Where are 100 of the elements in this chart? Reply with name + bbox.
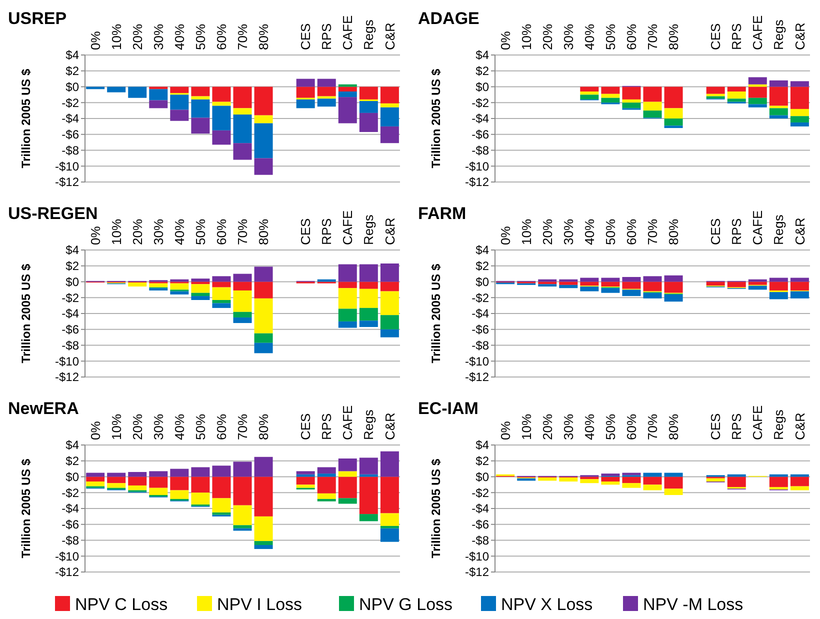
x-tick-label: CES <box>708 218 724 245</box>
x-tick-label: Regs <box>771 19 786 50</box>
y-tick-label: -$6 <box>472 518 490 532</box>
x-tick-label: 0% <box>498 226 513 245</box>
y-tick-label: -$10 <box>464 354 490 368</box>
y-tick-label: -$2 <box>62 96 80 110</box>
x-tick-label: 0% <box>498 30 513 50</box>
y-tick-label: -$12 <box>464 370 490 384</box>
x-tick-label: 30% <box>560 24 576 50</box>
x-tick-label: RPS <box>319 22 334 50</box>
y-tick-label: -$8 <box>472 338 490 352</box>
x-tick-label: 30% <box>150 414 166 440</box>
x-tick-label: CAFE <box>340 210 356 245</box>
x-tick-label: 70% <box>645 414 660 440</box>
x-tick-label: 0% <box>498 420 513 440</box>
x-tick-label: 40% <box>582 24 597 50</box>
y-tick-label: -$4 <box>472 502 490 516</box>
x-tick-label: 80% <box>666 24 682 50</box>
x-tick-label: 10% <box>518 414 534 440</box>
y-tick-label: -$6 <box>62 518 80 532</box>
y-tick-label: $2 <box>476 259 490 274</box>
y-tick-label: -$2 <box>62 486 80 500</box>
x-tick-label: 40% <box>582 218 597 245</box>
y-tick-label: -$4 <box>62 112 80 126</box>
x-tick-label: CAFE <box>340 405 356 440</box>
x-tick-label: 80% <box>666 218 682 245</box>
x-tick-label: CAFE <box>750 405 766 440</box>
y-tick-label: $2 <box>476 64 490 78</box>
y-axis-title: Trillion 2005 US $ <box>19 68 33 168</box>
y-axis-title: Trillion 2005 US $ <box>429 458 443 558</box>
y-tick-label: -$2 <box>62 290 80 305</box>
x-tick-label: 20% <box>130 24 145 50</box>
y-tick-label: -$2 <box>472 96 490 110</box>
y-tick-label: -$10 <box>54 159 80 174</box>
y-tick-label: $4 <box>66 48 80 62</box>
x-tick-label: 0% <box>88 420 103 440</box>
y-tick-label: -$4 <box>62 306 80 321</box>
x-tick-label: 30% <box>150 218 166 245</box>
y-tick-label: -$6 <box>472 128 490 142</box>
x-tick-label: 70% <box>645 24 660 50</box>
y-tick-label: $0 <box>476 274 490 289</box>
x-tick-label: CAFE <box>750 210 766 245</box>
x-tick-label: RPS <box>729 22 744 50</box>
y-tick-label: -$12 <box>54 565 80 580</box>
x-tick-label: 60% <box>624 24 640 50</box>
chart-title: EC-IAM <box>418 399 478 418</box>
x-tick-label: Regs <box>771 409 786 440</box>
x-tick-label: 60% <box>624 414 640 440</box>
x-tick-label: 30% <box>560 414 576 440</box>
y-tick-label: -$8 <box>62 143 80 158</box>
y-tick-label: $2 <box>66 64 80 78</box>
y-tick-label: -$10 <box>54 549 80 564</box>
x-tick-label: 30% <box>560 218 576 245</box>
x-tick-label: Regs <box>771 214 786 245</box>
x-tick-label: CES <box>298 412 314 440</box>
x-tick-label: 40% <box>172 414 187 440</box>
y-tick-label: -$10 <box>54 354 80 368</box>
y-tick-label: $4 <box>476 48 490 62</box>
chart-title: US-REGEN <box>8 204 98 223</box>
chart-title: FARM <box>418 204 466 223</box>
y-tick-label: $4 <box>476 438 490 452</box>
x-tick-label: CAFE <box>340 15 356 50</box>
y-axis-title: Trillion 2005 US $ <box>19 458 33 558</box>
x-tick-label: C&R <box>792 412 808 440</box>
x-tick-label: 50% <box>602 24 618 50</box>
x-tick-label: RPS <box>729 218 744 245</box>
x-tick-label: 70% <box>235 218 250 245</box>
y-tick-label: -$12 <box>54 370 80 384</box>
y-tick-label: -$10 <box>464 549 490 564</box>
x-tick-label: 20% <box>130 218 145 245</box>
y-tick-label: -$10 <box>464 159 490 174</box>
y-tick-label: -$4 <box>472 112 490 126</box>
x-tick-label: 10% <box>518 218 534 245</box>
x-tick-label: 40% <box>172 24 187 50</box>
x-tick-label: 10% <box>108 218 124 245</box>
x-tick-label: 20% <box>540 414 555 440</box>
y-tick-label: -$12 <box>464 565 490 580</box>
y-tick-label: $0 <box>66 274 80 289</box>
x-tick-label: 40% <box>582 414 597 440</box>
y-tick-label: -$4 <box>472 306 490 321</box>
y-tick-label: $4 <box>476 243 490 258</box>
x-tick-label: C&R <box>382 22 398 50</box>
x-tick-label: 0% <box>88 226 103 245</box>
legend-label: NPV X Loss <box>501 594 593 614</box>
x-tick-label: 0% <box>88 30 103 50</box>
x-tick-label: 70% <box>235 414 250 440</box>
y-tick-label: -$6 <box>62 322 80 337</box>
x-tick-label: RPS <box>319 412 334 440</box>
x-tick-label: CES <box>708 412 724 440</box>
x-tick-label: CAFE <box>750 15 766 50</box>
y-tick-label: $2 <box>66 454 80 468</box>
x-tick-label: C&R <box>792 22 808 50</box>
x-tick-label: CES <box>708 22 724 50</box>
y-tick-label: -$8 <box>62 533 80 548</box>
y-tick-label: -$8 <box>62 338 80 352</box>
x-tick-label: 60% <box>214 414 230 440</box>
y-tick-label: $0 <box>66 470 80 484</box>
x-tick-label: 10% <box>108 414 124 440</box>
y-tick-label: -$6 <box>62 128 80 142</box>
x-tick-label: 50% <box>192 414 208 440</box>
